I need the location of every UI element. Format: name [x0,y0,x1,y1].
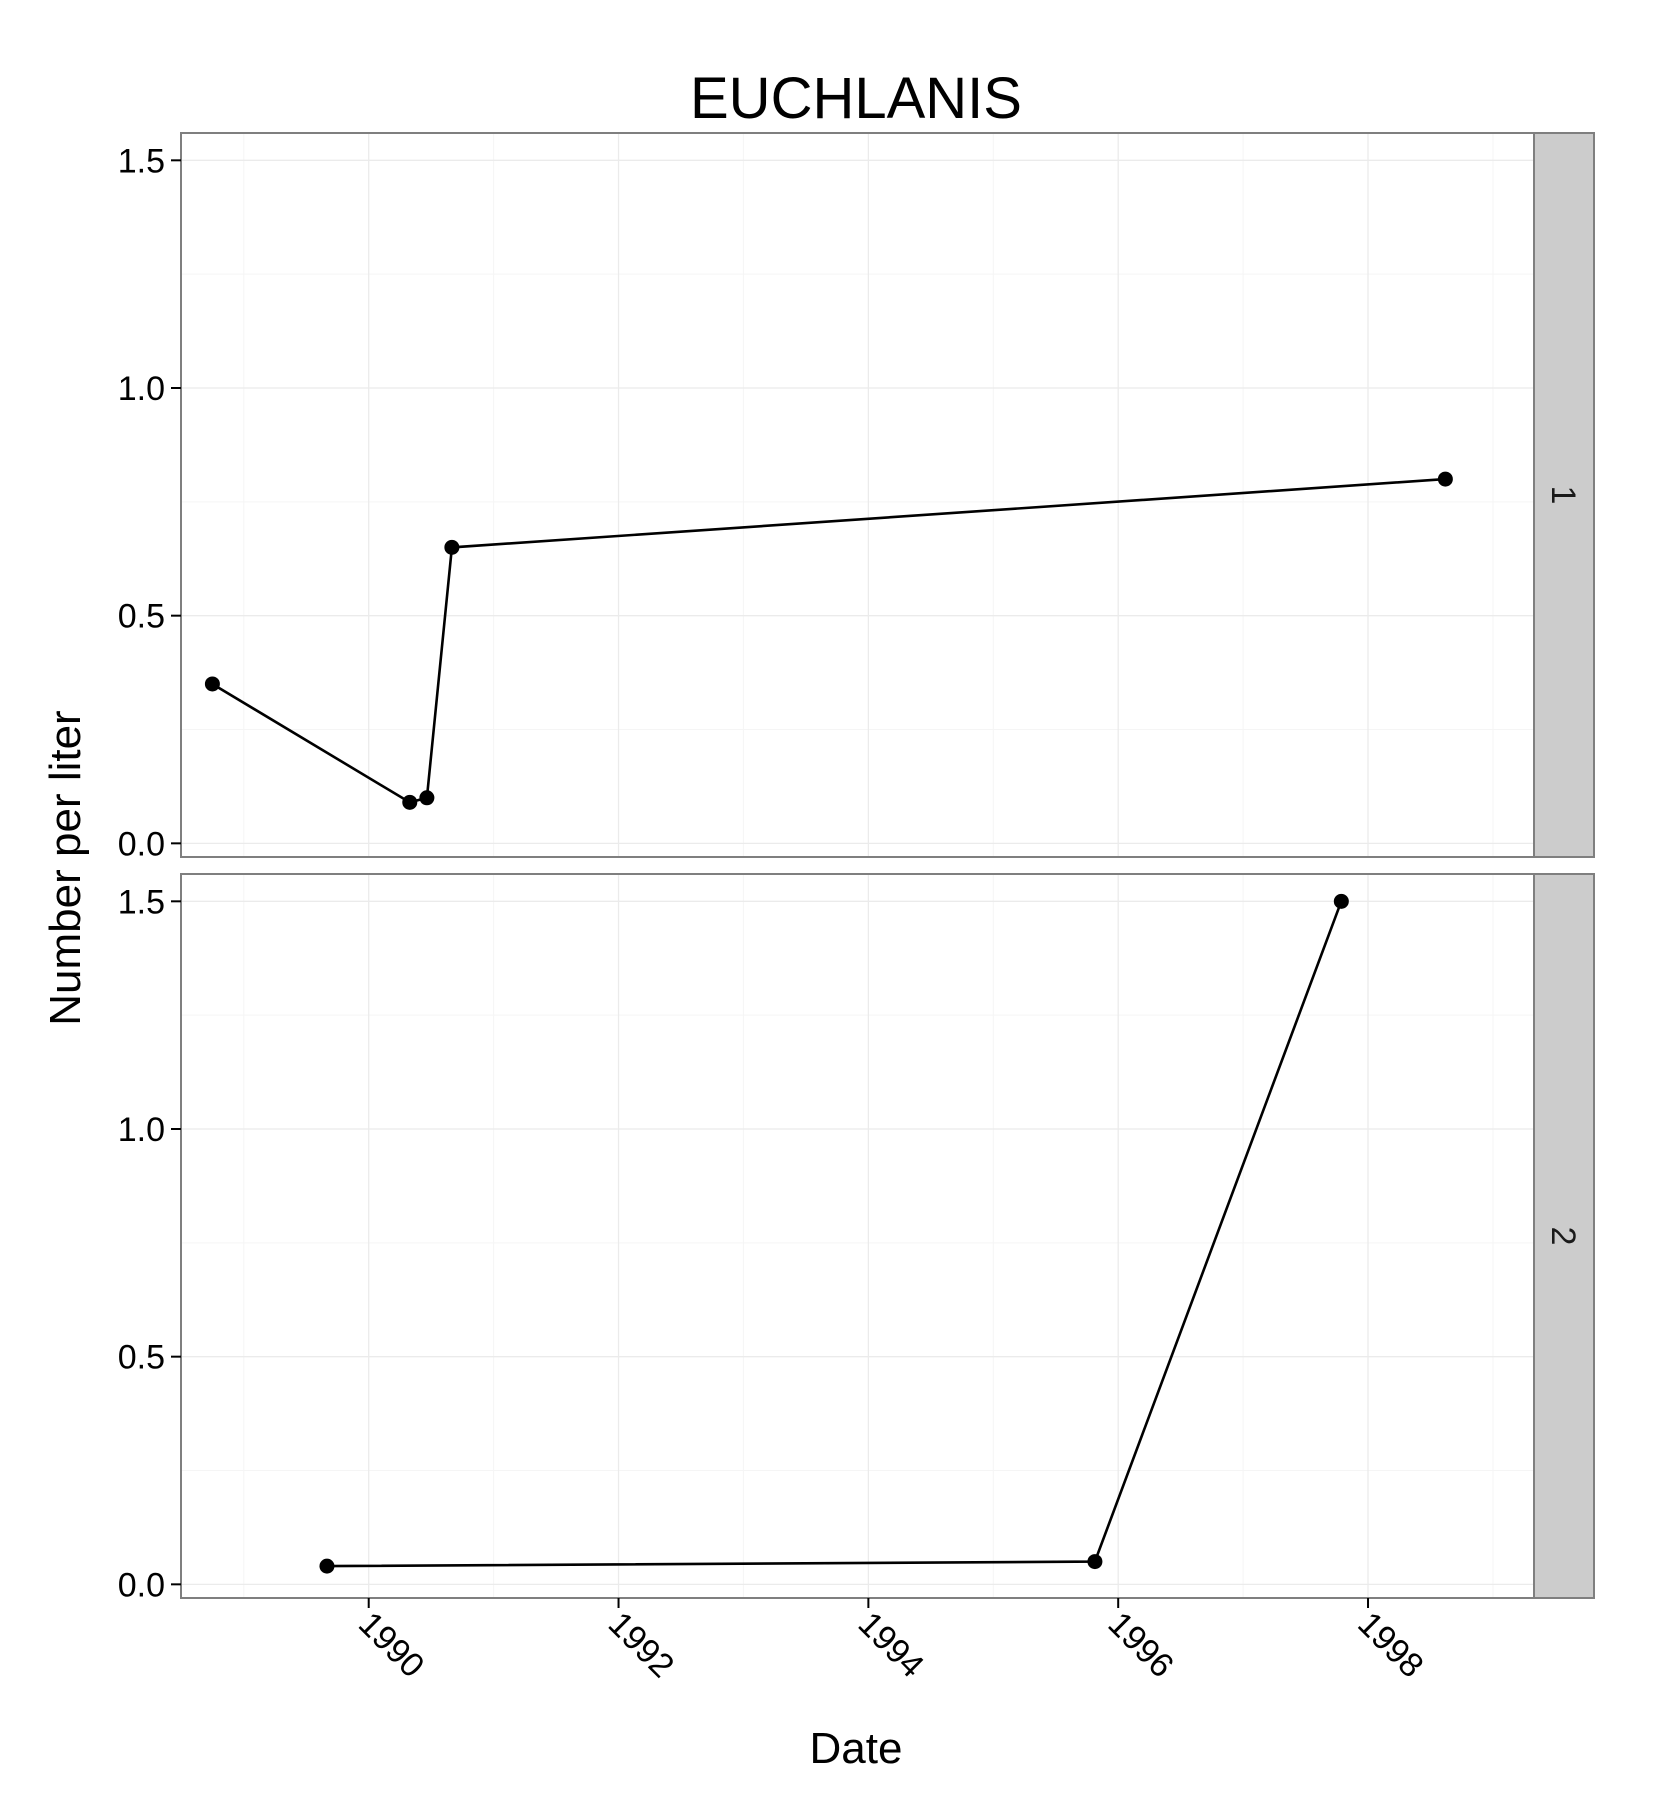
data-point [419,790,435,806]
x-tick-label: 1990 [351,1605,431,1685]
y-tick-label: 0.5 [118,1339,165,1377]
chart-title: EUCHLANIS [690,66,1022,131]
data-point [319,1558,335,1574]
data-point [204,676,220,692]
x-tick-label: 1998 [1350,1605,1430,1685]
y-tick-label: 0.0 [118,1566,165,1604]
y-tick-label: 1.0 [118,1111,165,1149]
data-point [1437,471,1453,487]
y-tick-label: 1.5 [118,883,165,921]
facet-strip [1533,873,1595,1599]
facet-panels: 0.0 0.5 1.0 1.5 1 0.0 0.5 1.0 1.5 2 [118,132,1595,1604]
y-tick-label: 0.0 [118,825,165,863]
facet-strip-label: 2 [1544,1227,1582,1246]
facet-strip [1533,132,1595,858]
y-axis-title: Number per liter [41,710,90,1025]
x-tick-label: 1992 [601,1605,681,1685]
y-tick-label: 1.5 [118,142,165,180]
panel-background [180,873,1535,1599]
data-point [444,539,460,555]
facet-strip-label: 1 [1544,486,1582,505]
facet-panel-1: 0.0 0.5 1.0 1.5 1 [118,132,1595,863]
x-axis-title: Date [810,1724,903,1773]
x-axis: 1990 1992 1994 1996 1998 [351,1598,1431,1685]
data-point [1087,1554,1103,1570]
y-tick-label: 1.0 [118,370,165,408]
y-tick-label: 0.5 [118,598,165,636]
data-point [1333,893,1349,909]
x-tick-label: 1996 [1101,1605,1181,1685]
facet-panel-2: 0.0 0.5 1.0 1.5 2 [118,873,1595,1604]
data-point [402,794,418,810]
x-tick-label: 1994 [851,1605,931,1685]
panel-background [180,132,1535,858]
